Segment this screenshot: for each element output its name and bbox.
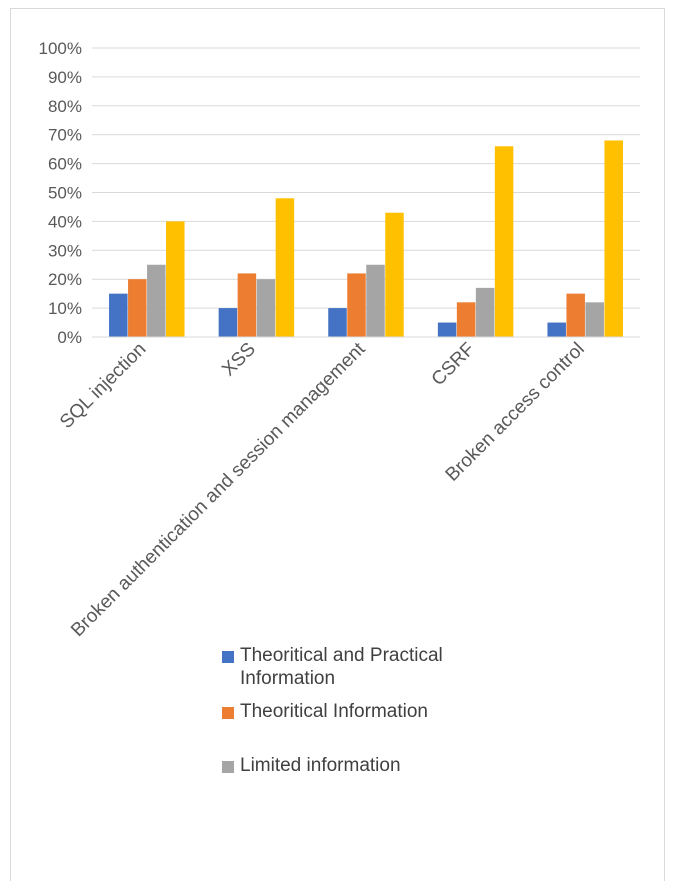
bar	[347, 273, 366, 337]
bar	[366, 264, 385, 337]
legend-swatch-gray	[222, 761, 234, 773]
bar	[328, 308, 347, 337]
y-tick-label: 20%	[48, 270, 82, 289]
bar	[437, 322, 457, 337]
bar	[585, 302, 604, 337]
y-tick-label: 30%	[48, 241, 82, 260]
y-tick-label: 0%	[57, 328, 82, 347]
bar	[256, 279, 276, 337]
bar	[218, 308, 238, 337]
bar	[237, 273, 257, 337]
y-axis-tick-labels: 0% 10% 20% 30% 40% 50% 60% 70% 80% 90% 100%	[39, 39, 82, 347]
legend-swatch-orange	[222, 707, 234, 719]
bars	[109, 140, 623, 337]
bar	[109, 293, 128, 337]
x-tick-label: XSS	[218, 339, 260, 381]
y-tick-label: 90%	[48, 68, 82, 87]
bar	[475, 287, 495, 337]
legend-item-theoretical: Theoritical Information	[222, 700, 510, 723]
y-tick-label: 100%	[39, 39, 82, 58]
bar	[166, 221, 185, 337]
x-tick-label: SQL injection	[56, 339, 150, 433]
x-tick-label: CSRF	[428, 339, 479, 390]
bar	[128, 279, 147, 337]
bar	[604, 140, 623, 337]
chart-frame	[10, 8, 665, 881]
bar	[547, 322, 566, 337]
bar	[275, 198, 295, 337]
y-tick-label: 60%	[48, 155, 82, 174]
legend-label: Theoritical and Practical Information	[240, 645, 443, 689]
bar	[385, 212, 404, 337]
legend-swatch-blue	[222, 651, 234, 663]
legend-label: Limited information	[240, 755, 401, 776]
bar	[566, 293, 585, 337]
legend-item-limited: Limited information	[222, 754, 510, 777]
y-tick-label: 10%	[48, 299, 82, 318]
y-tick-label: 80%	[48, 97, 82, 116]
legend-item-theoretical-practical: Theoritical and Practical Information	[222, 644, 510, 690]
y-tick-label: 50%	[48, 184, 82, 203]
legend-label: Theoritical Information	[240, 701, 428, 722]
bar	[147, 264, 166, 337]
y-tick-label: 70%	[48, 126, 82, 145]
bar	[456, 302, 476, 337]
y-tick-label: 40%	[48, 212, 82, 231]
bar	[494, 146, 514, 337]
